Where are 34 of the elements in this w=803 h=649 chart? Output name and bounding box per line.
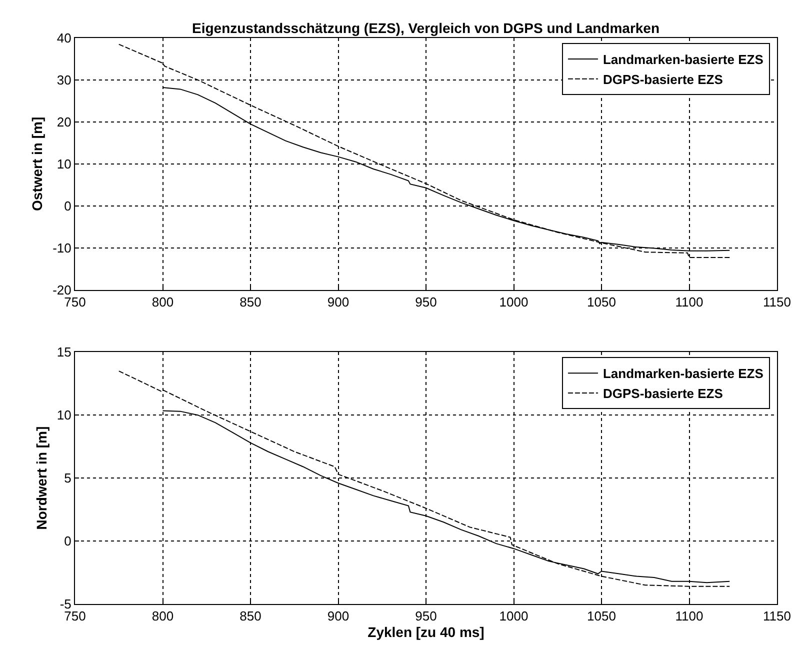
x-tick-label: 800 (152, 294, 174, 310)
x-tick-label: 1000 (499, 294, 528, 310)
x-tick-label: 1050 (587, 294, 616, 310)
y-tick-label: 20 (56, 114, 72, 130)
x-tick-label: 1050 (587, 608, 616, 624)
y-tick-label: 0 (64, 198, 72, 214)
legend-label: Landmarken-basierte EZS (602, 366, 764, 382)
y-tick-label: -10 (52, 240, 72, 256)
x-tick-label: 800 (152, 608, 174, 624)
x-tick-label: 850 (240, 608, 262, 624)
y-axis-title: Nordwert in [m] (34, 426, 50, 530)
x-tick-label: 900 (327, 608, 350, 624)
y-tick-label: 10 (56, 408, 72, 423)
y-tick-label: 30 (56, 72, 72, 88)
x-tick-label: 1150 (763, 608, 791, 624)
y-tick-label: 40 (56, 30, 72, 46)
x-tick-label: 950 (415, 608, 437, 624)
x-tick-label: 900 (327, 294, 350, 310)
x-axis-title: Zyklen [zu 40 ms] (368, 624, 484, 640)
legend-label: Landmarken-basierte EZS (602, 52, 764, 68)
y-axis-title: Ostwert in [m] (29, 116, 46, 211)
chart-title: Eigenzustandsschätzung (EZS), Vergleich von DGPS und Landmarken (192, 20, 660, 36)
y-tick-label: 0 (64, 534, 72, 549)
x-tick-label: 850 (240, 294, 262, 310)
x-tick-label: 1150 (763, 294, 791, 310)
y-tick-label: 5 (64, 470, 72, 486)
legend-label: DGPS-basierte EZS (602, 386, 724, 402)
y-tick-label: 10 (56, 156, 72, 172)
x-tick-label: 1100 (675, 608, 704, 624)
x-tick-label: 1000 (499, 608, 528, 624)
x-tick-label: 1100 (675, 294, 704, 310)
legend-label: DGPS-basierte EZS (602, 72, 724, 87)
x-tick-label: 950 (415, 294, 437, 310)
y-tick-label: 15 (56, 344, 72, 360)
